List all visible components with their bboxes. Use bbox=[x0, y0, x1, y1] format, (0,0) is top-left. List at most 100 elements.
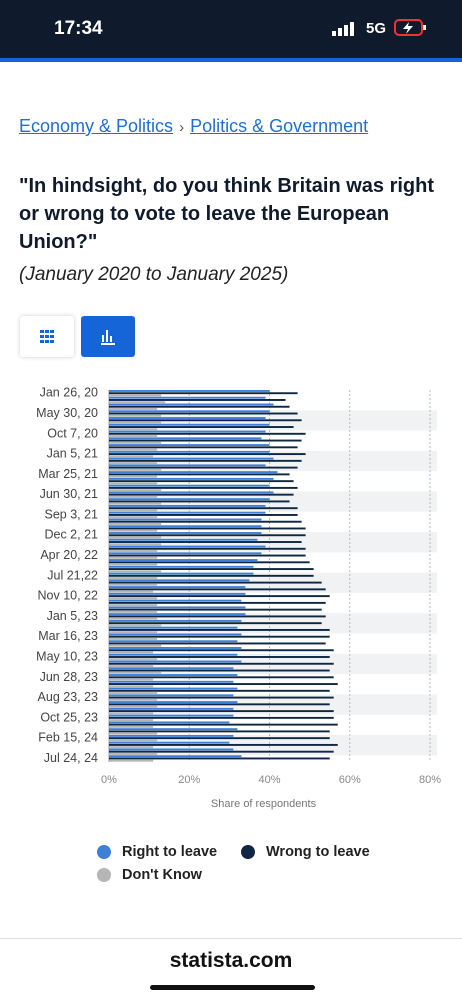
bar bbox=[109, 489, 162, 492]
bar bbox=[109, 574, 314, 577]
y-tick-label: Jun 30, 21 bbox=[40, 487, 98, 501]
x-tick-label: 20% bbox=[178, 774, 200, 786]
bar bbox=[109, 477, 274, 480]
bar bbox=[109, 739, 158, 742]
bar bbox=[109, 597, 158, 600]
bar bbox=[109, 734, 234, 737]
bar bbox=[109, 475, 158, 478]
bar bbox=[109, 649, 334, 652]
bar bbox=[109, 500, 290, 503]
bar bbox=[109, 509, 158, 512]
bar bbox=[109, 455, 154, 458]
bar bbox=[109, 680, 234, 683]
y-tick-label: Dec 2, 21 bbox=[44, 528, 98, 542]
bar bbox=[109, 590, 154, 593]
bar bbox=[109, 441, 162, 444]
bar bbox=[109, 707, 234, 710]
x-axis-title: Share of respondents bbox=[211, 798, 317, 810]
bar bbox=[109, 651, 154, 654]
y-tick-label: Oct 7, 20 bbox=[47, 426, 98, 440]
bar bbox=[109, 635, 330, 638]
bar bbox=[109, 484, 270, 487]
bar bbox=[109, 685, 154, 688]
bar bbox=[109, 538, 258, 541]
bar bbox=[109, 710, 334, 713]
x-tick-label: 40% bbox=[258, 774, 280, 786]
bar bbox=[109, 439, 302, 442]
y-tick-label: Mar 16, 23 bbox=[38, 629, 98, 643]
bar bbox=[109, 414, 162, 417]
y-tick-label: Jan 5, 23 bbox=[47, 609, 98, 623]
bar bbox=[109, 453, 306, 456]
bar bbox=[109, 595, 330, 598]
bar bbox=[109, 676, 334, 679]
bar bbox=[109, 516, 158, 519]
y-tick-label: Jul 21,22 bbox=[47, 568, 98, 582]
bar bbox=[109, 432, 306, 435]
bar bbox=[109, 448, 158, 451]
signal-icon bbox=[332, 22, 354, 36]
bar bbox=[109, 471, 278, 474]
bar bbox=[109, 563, 158, 566]
bar bbox=[109, 705, 158, 708]
bar bbox=[109, 674, 238, 676]
y-tick-label: Jun 28, 23 bbox=[40, 670, 98, 684]
bar bbox=[109, 660, 242, 663]
bar bbox=[109, 644, 162, 647]
bar bbox=[109, 662, 334, 665]
bar bbox=[109, 504, 266, 507]
bar bbox=[109, 392, 298, 395]
bar bbox=[109, 437, 262, 440]
bar bbox=[109, 716, 334, 719]
bar bbox=[109, 417, 266, 419]
bar bbox=[109, 545, 266, 548]
bar bbox=[109, 721, 230, 724]
bar bbox=[109, 669, 330, 672]
bar bbox=[109, 464, 266, 467]
bar bbox=[109, 656, 330, 658]
bar bbox=[109, 493, 294, 496]
bar bbox=[109, 615, 326, 618]
legend-swatch bbox=[97, 868, 111, 882]
bar bbox=[109, 550, 158, 552]
breadcrumb-link[interactable]: Economy & Politics bbox=[19, 116, 174, 136]
bar bbox=[109, 617, 158, 620]
y-tick-label: Jan 26, 20 bbox=[40, 386, 98, 400]
bar bbox=[109, 683, 338, 686]
bar bbox=[109, 613, 246, 616]
bar bbox=[109, 730, 330, 733]
y-tick-label: Oct 25, 23 bbox=[40, 710, 98, 724]
bar bbox=[109, 606, 246, 609]
chart-subtitle: (January 2020 to January 2025) bbox=[19, 264, 289, 285]
y-tick-label: Jan 5, 21 bbox=[47, 447, 98, 461]
bar bbox=[109, 719, 154, 722]
bar bbox=[109, 412, 298, 415]
y-tick-label: May 10, 23 bbox=[36, 649, 98, 663]
bar bbox=[109, 624, 162, 627]
bar bbox=[109, 399, 286, 401]
bar bbox=[109, 536, 162, 539]
bar bbox=[109, 712, 154, 715]
bar bbox=[109, 446, 298, 449]
chart-view-button[interactable] bbox=[81, 316, 135, 357]
status-bar: 17:34 5G bbox=[0, 0, 462, 58]
bar bbox=[109, 525, 262, 528]
accent-line bbox=[0, 58, 462, 62]
y-tick-label: Feb 15, 24 bbox=[38, 731, 98, 745]
bar bbox=[109, 428, 158, 431]
bar bbox=[109, 714, 234, 717]
bar bbox=[109, 628, 330, 631]
bar bbox=[109, 565, 254, 568]
bar bbox=[109, 527, 306, 530]
table-view-button[interactable] bbox=[20, 316, 74, 357]
breadcrumb-link[interactable]: Politics & Government bbox=[190, 116, 369, 136]
bar bbox=[109, 556, 158, 559]
bar bbox=[109, 405, 290, 408]
bar bbox=[109, 741, 230, 744]
bar bbox=[109, 435, 158, 438]
y-tick-label: May 30, 20 bbox=[36, 406, 98, 420]
home-indicator bbox=[150, 985, 315, 990]
bar bbox=[109, 554, 306, 557]
bar bbox=[109, 568, 314, 571]
bar bbox=[109, 689, 330, 692]
